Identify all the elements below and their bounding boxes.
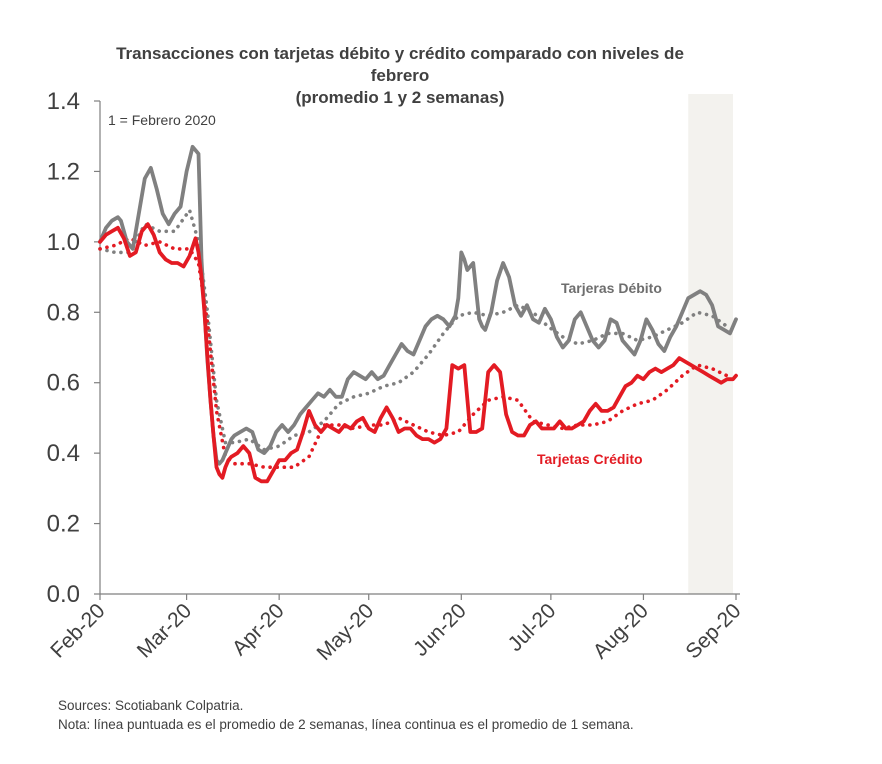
series-label-credit: Tarjetas Crédito xyxy=(537,451,643,467)
y-tick-label: 1.4 xyxy=(47,88,80,115)
x-tick-label: Mar-20 xyxy=(133,599,196,662)
credit-solid-line xyxy=(98,222,738,484)
chart-annotation: 1 = Febrero 2020 xyxy=(108,112,216,128)
method-note: Nota: línea puntuada es el promedio de 2… xyxy=(58,717,634,732)
chart-title-line-1: Transacciones con tarjetas débito y créd… xyxy=(116,44,684,63)
y-tick-label: 0.0 xyxy=(47,581,80,608)
x-axis: Feb-20 Mar-20 Apr-20 May-20 Jun-20 Jul-20 Aug-… xyxy=(46,593,746,665)
chart-title-line-3: (promedio 1 y 2 semanas) xyxy=(296,88,505,107)
x-tick-label: Jun-20 xyxy=(409,599,471,661)
x-tick-label: Feb-20 xyxy=(46,599,109,662)
y-tick-label: 0.8 xyxy=(47,299,80,326)
source-note: Sources: Scotiabank Colpatria. xyxy=(58,698,244,713)
series-label-debit: Tarjeras Débito xyxy=(561,280,662,296)
y-tick-label: 0.6 xyxy=(47,370,80,397)
credit-dotted-line xyxy=(98,236,729,470)
y-tick-label: 0.2 xyxy=(47,511,80,538)
shaded-region xyxy=(688,94,733,594)
debit-solid-line xyxy=(98,144,738,466)
x-tick-label: Apr-20 xyxy=(228,599,289,660)
chart-title-line-2: febrero xyxy=(371,66,430,85)
y-axis: 0.0 0.2 0.4 0.6 0.8 1.0 1.2 1.4 xyxy=(47,88,101,608)
x-tick-label: Aug-20 xyxy=(589,599,653,663)
x-tick-label: Jul-20 xyxy=(504,599,561,656)
x-tick-label: Sep-20 xyxy=(681,599,745,663)
x-tick-label: May-20 xyxy=(312,599,378,665)
y-tick-label: 1.0 xyxy=(47,229,80,256)
plot-series xyxy=(98,144,738,484)
y-tick-label: 0.4 xyxy=(47,440,80,467)
y-tick-label: 1.2 xyxy=(47,158,80,185)
